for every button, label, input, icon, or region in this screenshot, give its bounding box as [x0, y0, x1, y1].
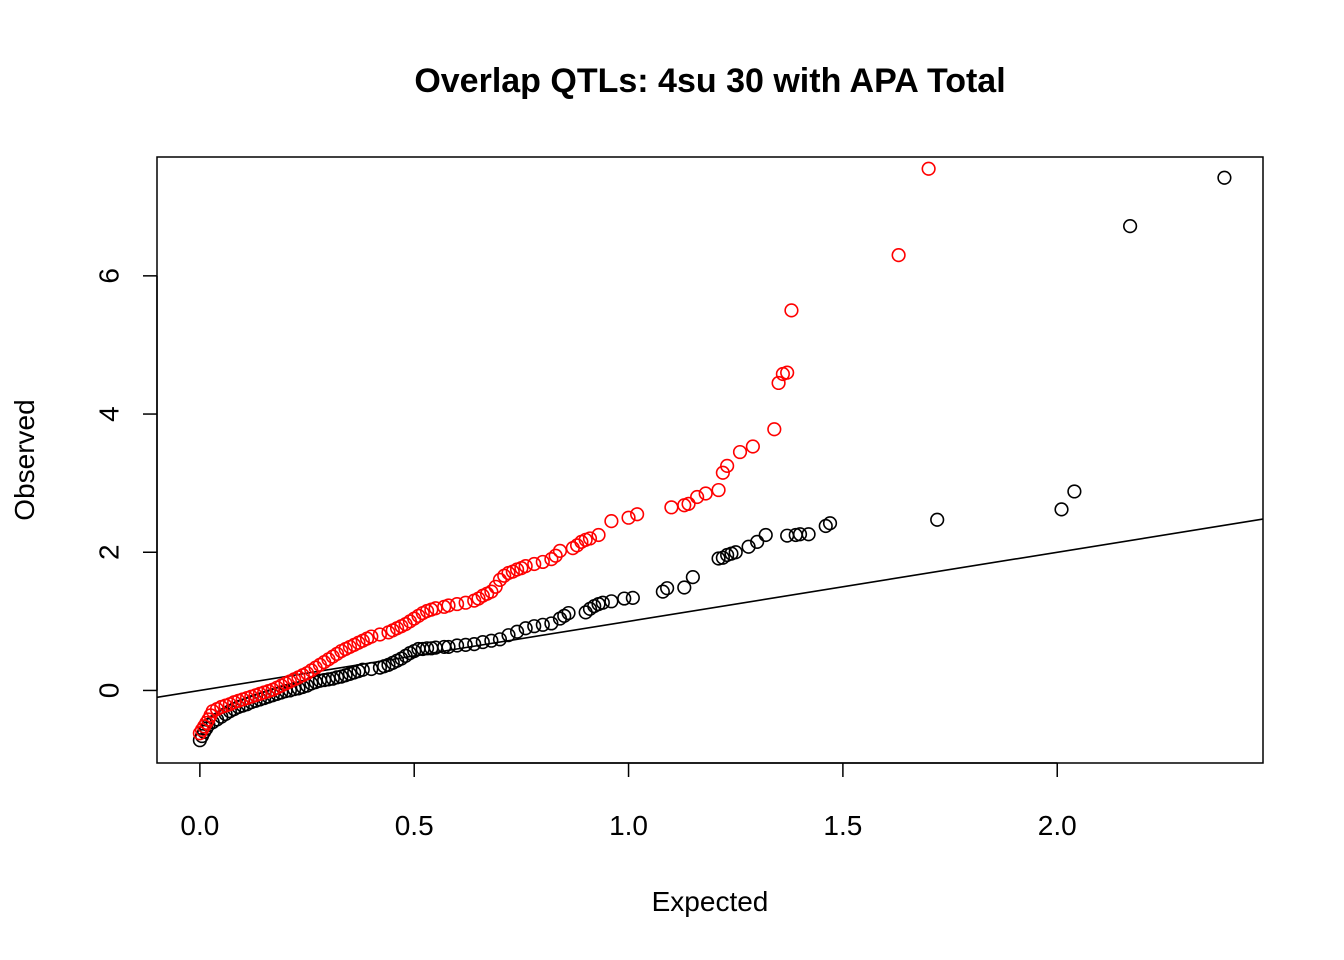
x-tick-label: 1.0: [609, 810, 648, 841]
data-point: [604, 594, 619, 609]
chart-title: Overlap QTLs: 4su 30 with APA Total: [414, 62, 1005, 100]
y-axis: 0 2 4 6: [94, 268, 158, 698]
data-point: [792, 527, 808, 542]
data-point: [822, 516, 838, 531]
y-axis-label: Observed: [9, 399, 40, 520]
data-point: [728, 545, 743, 560]
data-point: [582, 531, 598, 546]
data-point: [535, 617, 550, 632]
x-tick-label: 0.0: [180, 810, 219, 841]
series-2: [192, 161, 936, 741]
x-tick-label: 2.0: [1038, 810, 1077, 841]
data-point: [715, 465, 730, 480]
data-point: [544, 552, 559, 567]
data-point: [561, 605, 576, 621]
data-point: [527, 619, 542, 634]
y-tick-label: 0: [94, 683, 125, 699]
data-point: [621, 510, 636, 525]
data-point: [1217, 170, 1232, 185]
data-point: [484, 584, 499, 599]
data-point: [758, 527, 773, 543]
data-point: [552, 543, 568, 558]
data-point: [1123, 218, 1138, 234]
data-point: [591, 527, 606, 543]
data-point: [441, 598, 456, 613]
data-point: [595, 595, 610, 610]
data-point: [767, 422, 782, 437]
x-tick-label: 1.5: [823, 810, 862, 841]
data-point: [467, 637, 482, 652]
data-point: [501, 628, 516, 643]
data-point: [604, 514, 619, 529]
reference-line: [157, 518, 1263, 699]
data-point: [419, 641, 435, 656]
data-point: [518, 558, 533, 574]
reference-line-layer: [157, 518, 1263, 699]
data-point: [197, 719, 212, 734]
x-axis: 0.0 0.5 1.0 1.5 2.0: [180, 762, 1077, 841]
data-point: [771, 375, 786, 391]
data-point: [548, 548, 563, 563]
data-point: [535, 554, 550, 570]
data-point: [1067, 484, 1082, 499]
data-point: [372, 627, 388, 642]
data-point: [458, 637, 473, 652]
data-point: [930, 512, 945, 527]
data-point: [192, 726, 207, 741]
data-point: [720, 458, 735, 473]
data-point: [441, 639, 456, 655]
data-point: [527, 556, 542, 572]
data-point: [750, 534, 765, 549]
data-point: [492, 632, 508, 647]
data-point: [745, 439, 760, 454]
data-point: [428, 601, 443, 616]
data-point: [784, 303, 799, 318]
data-point: [617, 591, 632, 606]
data-point: [921, 161, 936, 176]
x-axis-label: Expected: [652, 886, 769, 917]
data-point: [625, 590, 640, 605]
data-point: [364, 661, 379, 677]
x-tick-label: 0.5: [395, 810, 434, 841]
data-point: [732, 444, 748, 460]
data-point: [509, 624, 525, 639]
data-point: [458, 595, 473, 610]
data-point: [690, 489, 705, 505]
data-point: [492, 572, 508, 587]
data-point: [630, 507, 645, 522]
y-tick-label: 2: [94, 544, 125, 560]
data-point: [484, 633, 499, 648]
data-point: [711, 482, 726, 498]
data-point: [681, 496, 696, 511]
data-point: [475, 634, 490, 650]
data-point: [685, 570, 700, 585]
data-point: [449, 596, 465, 612]
points-layer: [192, 161, 1232, 748]
data-point: [544, 616, 559, 631]
data-point: [518, 621, 533, 636]
y-tick-label: 4: [94, 406, 125, 422]
data-point: [194, 722, 210, 737]
data-point: [488, 579, 503, 594]
data-point: [199, 715, 214, 731]
data-point: [449, 638, 465, 653]
y-tick-label: 6: [94, 268, 125, 284]
data-point: [660, 581, 675, 596]
data-point: [698, 486, 713, 501]
data-point: [801, 527, 816, 542]
data-point: [364, 629, 379, 644]
data-point: [355, 662, 370, 677]
data-point: [780, 365, 795, 380]
data-point: [1054, 502, 1069, 517]
data-point: [891, 248, 906, 263]
data-point: [677, 580, 692, 595]
data-point: [741, 539, 756, 554]
data-point: [655, 584, 670, 599]
